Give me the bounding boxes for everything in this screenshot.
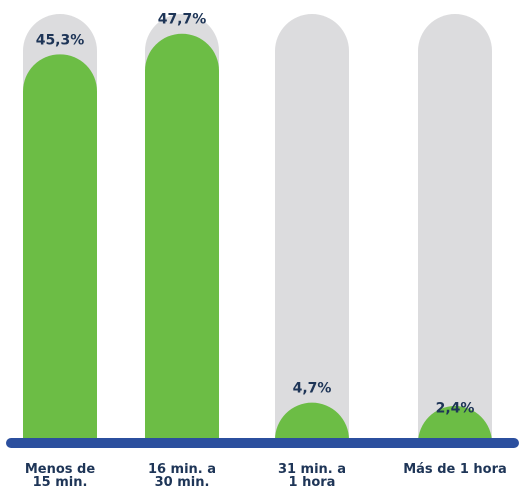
category-label-3-line-1: 31 min. a: [278, 462, 346, 477]
category-label-2-line-2: 30 min.: [155, 475, 210, 490]
bar-1: [23, 54, 97, 444]
bar-3: [275, 402, 349, 443]
category-label-1: Menos de 15 min.: [25, 462, 96, 490]
category-label-2: 16 min. a 30 min.: [148, 462, 216, 490]
value-label-3: 4,7%: [293, 381, 332, 397]
category-label-1-line-1: Menos de: [25, 462, 96, 477]
value-label-2: 47,7%: [158, 12, 207, 28]
value-label-1: 45,3%: [36, 32, 85, 48]
category-label-2-line-1: 16 min. a: [148, 462, 216, 477]
bar-4: [418, 406, 492, 443]
category-label-3-line-2: 1 hora: [289, 475, 336, 490]
bar-track-4: [418, 14, 492, 443]
bar-2: [145, 33, 219, 443]
category-label-4: Más de 1 hora: [403, 462, 507, 477]
category-label-4-line-1: Más de 1 hora: [403, 462, 507, 477]
value-label-4: 2,4%: [436, 400, 475, 416]
category-label-1-line-2: 15 min.: [33, 475, 88, 490]
baseline-axis: [6, 438, 519, 448]
bar-track-3: [275, 14, 349, 443]
